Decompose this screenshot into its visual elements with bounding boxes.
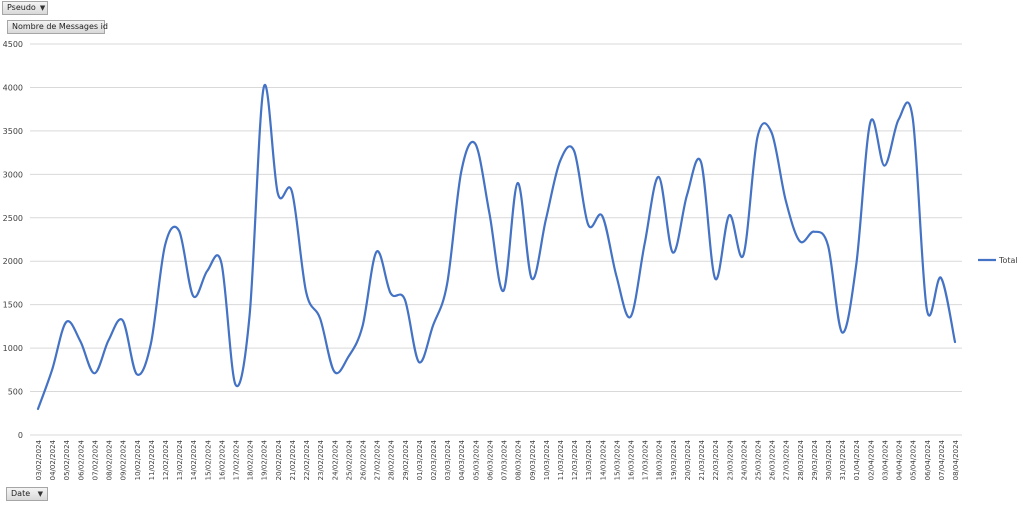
x-tick-label: 25/02/2024: [345, 439, 353, 480]
x-tick-label: 26/02/2024: [359, 439, 367, 480]
x-tick-label: 05/03/2024: [472, 439, 480, 480]
x-tick-label: 18/02/2024: [247, 439, 255, 480]
x-tick-label: 15/03/2024: [613, 439, 621, 480]
series-line-total: [36, 83, 957, 411]
x-tick-label: 01/04/2024: [853, 439, 861, 480]
x-tick-label: 02/03/2024: [430, 439, 438, 480]
x-tick-label: 05/04/2024: [910, 439, 918, 480]
x-tick-label: 21/02/2024: [289, 439, 297, 480]
y-tick-label: 3500: [3, 127, 23, 136]
x-tick-label: 08/04/2024: [952, 439, 960, 480]
x-tick-label: 29/02/2024: [402, 439, 410, 480]
x-tick-label: 13/03/2024: [585, 439, 593, 480]
x-tick-label: 28/03/2024: [797, 439, 805, 480]
x-tick-label: 30/03/2024: [825, 439, 833, 480]
x-tick-label: 17/02/2024: [233, 439, 241, 480]
x-tick-label: 12/03/2024: [571, 439, 579, 480]
legend-label-total: Total: [998, 256, 1018, 265]
x-tick-label: 20/03/2024: [684, 439, 692, 480]
x-tick-label: 20/02/2024: [275, 439, 283, 480]
x-tick-label: 08/03/2024: [515, 439, 523, 480]
x-tick-label: 11/02/2024: [148, 439, 156, 480]
x-tick-label: 28/02/2024: [388, 439, 396, 480]
y-tick-label: 1500: [3, 301, 23, 310]
x-tick-label: 22/03/2024: [712, 439, 720, 480]
x-tick-label: 05/02/2024: [63, 439, 71, 480]
x-tick-label: 08/02/2024: [106, 439, 114, 480]
x-tick-label: 06/04/2024: [924, 439, 932, 480]
x-tick-label: 13/02/2024: [176, 439, 184, 480]
x-tick-label: 19/02/2024: [261, 439, 269, 480]
x-tick-label: 03/04/2024: [881, 439, 889, 480]
x-tick-label: 12/02/2024: [162, 439, 170, 480]
y-tick-label: 2500: [3, 214, 23, 223]
legend: Total: [978, 256, 1018, 265]
x-tick-label: 07/04/2024: [938, 439, 946, 480]
x-tick-label: 26/03/2024: [769, 439, 777, 480]
x-tick-label: 24/03/2024: [740, 439, 748, 480]
x-tick-label: 18/03/2024: [656, 439, 664, 480]
measure-field-button[interactable]: Nombre de Messages id: [7, 20, 108, 34]
filter-dropdown-icon: ▼: [37, 490, 43, 498]
x-tick-label: 25/03/2024: [754, 439, 762, 480]
y-axis-ticks: 0 500 1000 1500 2000 2500 3000 3500 4000 4500: [3, 40, 23, 440]
x-tick-label: 07/03/2024: [501, 439, 509, 480]
y-tick-label: 0: [18, 431, 23, 440]
x-tick-label: 16/03/2024: [628, 439, 636, 480]
x-tick-label: 04/04/2024: [896, 439, 904, 480]
x-tick-label: 09/03/2024: [529, 439, 537, 480]
x-tick-label: 03/03/2024: [444, 439, 452, 480]
x-tick-label: 11/03/2024: [557, 439, 565, 480]
y-tick-label: 500: [8, 388, 23, 397]
x-tick-label: 24/02/2024: [331, 439, 339, 480]
x-tick-label: 22/02/2024: [303, 439, 311, 480]
x-tick-label: 07/02/2024: [91, 439, 99, 480]
x-tick-label: 29/03/2024: [811, 439, 819, 480]
measure-field-label: Nombre de Messages id: [12, 22, 108, 31]
date-axis-button[interactable]: Date ▼: [6, 487, 48, 501]
x-tick-label: 06/03/2024: [486, 439, 494, 480]
x-tick-label: 23/03/2024: [726, 439, 734, 480]
dropdown-arrow-icon: ▼: [39, 4, 46, 12]
x-tick-label: 27/02/2024: [374, 439, 382, 480]
x-tick-label: 14/03/2024: [599, 439, 607, 480]
x-tick-label: 10/02/2024: [134, 439, 142, 480]
x-tick-label: 01/03/2024: [416, 439, 424, 480]
x-tick-label: 10/03/2024: [543, 439, 551, 480]
gridlines: [30, 43, 962, 436]
x-tick-label: 23/02/2024: [317, 439, 325, 480]
x-tick-label: 16/02/2024: [218, 439, 226, 480]
x-tick-label: 15/02/2024: [204, 439, 212, 480]
y-tick-label: 1000: [3, 344, 23, 353]
y-tick-label: 4500: [3, 40, 23, 49]
pseudo-filter-label: Pseudo: [7, 3, 36, 12]
x-tick-label: 06/02/2024: [77, 439, 85, 480]
x-tick-label: 04/02/2024: [49, 439, 57, 480]
x-tick-label: 14/02/2024: [190, 439, 198, 480]
y-tick-label: 3000: [3, 170, 23, 179]
x-tick-label: 31/03/2024: [839, 439, 847, 480]
date-axis-label: Date: [11, 489, 31, 498]
x-tick-label: 02/04/2024: [867, 439, 875, 480]
pseudo-filter-button[interactable]: Pseudo ▼: [2, 1, 48, 15]
x-axis-ticks: 03/02/2024 04/02/2024 05/02/2024 06/02/2024…: [35, 439, 960, 480]
x-tick-label: 09/02/2024: [120, 439, 128, 480]
y-tick-label: 4000: [3, 83, 23, 92]
x-tick-label: 19/03/2024: [670, 439, 678, 480]
y-tick-label: 2000: [3, 257, 23, 266]
x-tick-label: 17/03/2024: [642, 439, 650, 480]
x-tick-label: 27/03/2024: [783, 439, 791, 480]
x-tick-label: 04/03/2024: [458, 439, 466, 480]
x-tick-label: 21/03/2024: [698, 439, 706, 480]
x-tick-label: 03/02/2024: [35, 439, 43, 480]
